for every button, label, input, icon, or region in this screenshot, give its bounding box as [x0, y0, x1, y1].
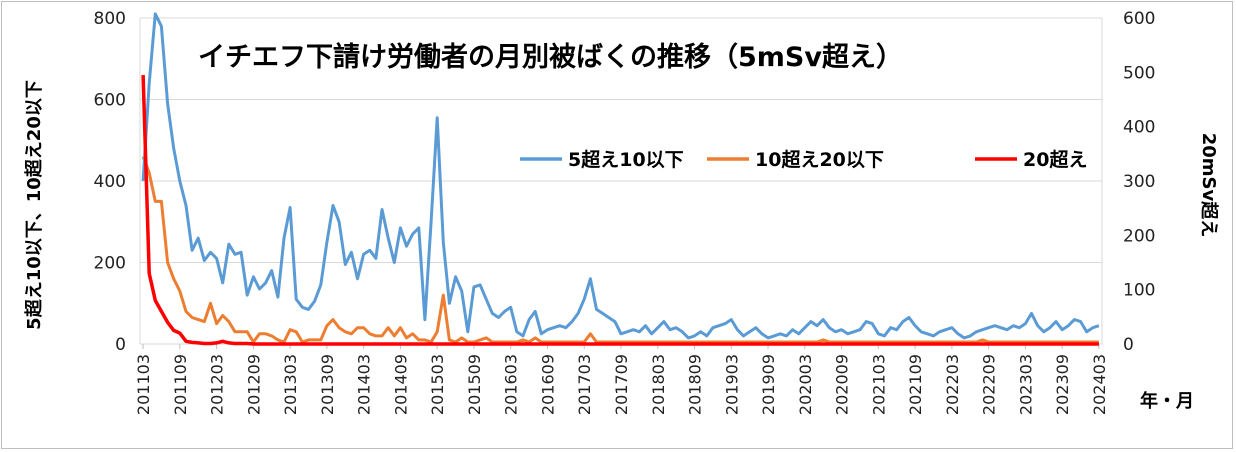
x-tick-label: 201109: [171, 354, 190, 415]
x-tick-label: 201703: [575, 354, 594, 415]
x-tick-label: 201203: [208, 354, 227, 415]
x-tick-label: 201303: [281, 354, 300, 415]
series-line-2: [141, 75, 1099, 346]
y-axis-left-title: 5超え10以下、10超え20以下: [23, 80, 45, 330]
y-right-tick-label: 0: [1123, 335, 1134, 355]
legend-label-10-20: 10超え20以下: [755, 148, 884, 171]
x-tick-label: 201603: [502, 354, 521, 415]
x-tick-label: 201409: [391, 354, 410, 415]
y-right-tick-label: 300: [1123, 172, 1155, 192]
y-right-tick-label: 600: [1123, 9, 1155, 29]
chart-title: イチエフ下請け労働者の月別被ばくの推移（5mSv超え）: [198, 41, 903, 73]
y-right-tick-label: 200: [1123, 226, 1155, 246]
y-left-tick-label: 0: [115, 335, 126, 355]
x-tick-label: 202403: [1090, 354, 1109, 415]
tick-layer: 0 200 400 600 800 0 100 200 300 400 500 600 201103 20…: [94, 9, 1156, 415]
x-tick-label: 202003: [796, 354, 815, 415]
legend: 5超え10以下 10超え20以下 20超え: [520, 148, 1087, 171]
legend-label-5-10: 5超え10以下: [568, 148, 684, 171]
x-tick-label: 201903: [722, 354, 741, 415]
x-tick-label: 201503: [428, 354, 447, 415]
x-tick-label: 201103: [134, 354, 153, 415]
y-left-tick-label: 800: [94, 9, 126, 29]
y-right-tick-label: 500: [1123, 63, 1155, 83]
x-tick-label: 202203: [943, 354, 962, 415]
legend-label-20-plus: 20超え: [1023, 148, 1087, 171]
x-tick-label: 201809: [686, 354, 705, 415]
x-tick-label: 201803: [649, 354, 668, 415]
x-tick-label: 201609: [538, 354, 557, 415]
x-tick-label: 201403: [355, 354, 374, 415]
x-tick-label: 201909: [759, 354, 778, 415]
x-tick-label: 202309: [1053, 354, 1072, 415]
y-left-tick-label: 400: [94, 172, 126, 192]
y-right-tick-label: 400: [1123, 118, 1155, 138]
x-tick-label: 201309: [318, 354, 337, 415]
y-right-tick-label: 100: [1123, 281, 1155, 301]
x-tick-label: 202103: [869, 354, 888, 415]
x-tick-label: 201509: [465, 354, 484, 415]
series-line-1: [141, 156, 1099, 344]
y-left-tick-label: 200: [94, 254, 126, 274]
x-tick-label: 202109: [906, 354, 925, 415]
x-tick-label: 201709: [612, 354, 631, 415]
x-tick-label: 201209: [244, 354, 263, 415]
x-axis-title: 年・月: [1140, 390, 1194, 412]
x-tick-label: 202209: [980, 354, 999, 415]
series-line-0: [141, 12, 1100, 340]
y-axis-right-title: 20mSv超え: [1198, 133, 1220, 238]
x-tick-label: 202009: [833, 354, 852, 415]
x-tick-label: 202303: [1016, 354, 1035, 415]
y-left-tick-label: 600: [94, 91, 126, 111]
series-layer: [141, 12, 1100, 346]
